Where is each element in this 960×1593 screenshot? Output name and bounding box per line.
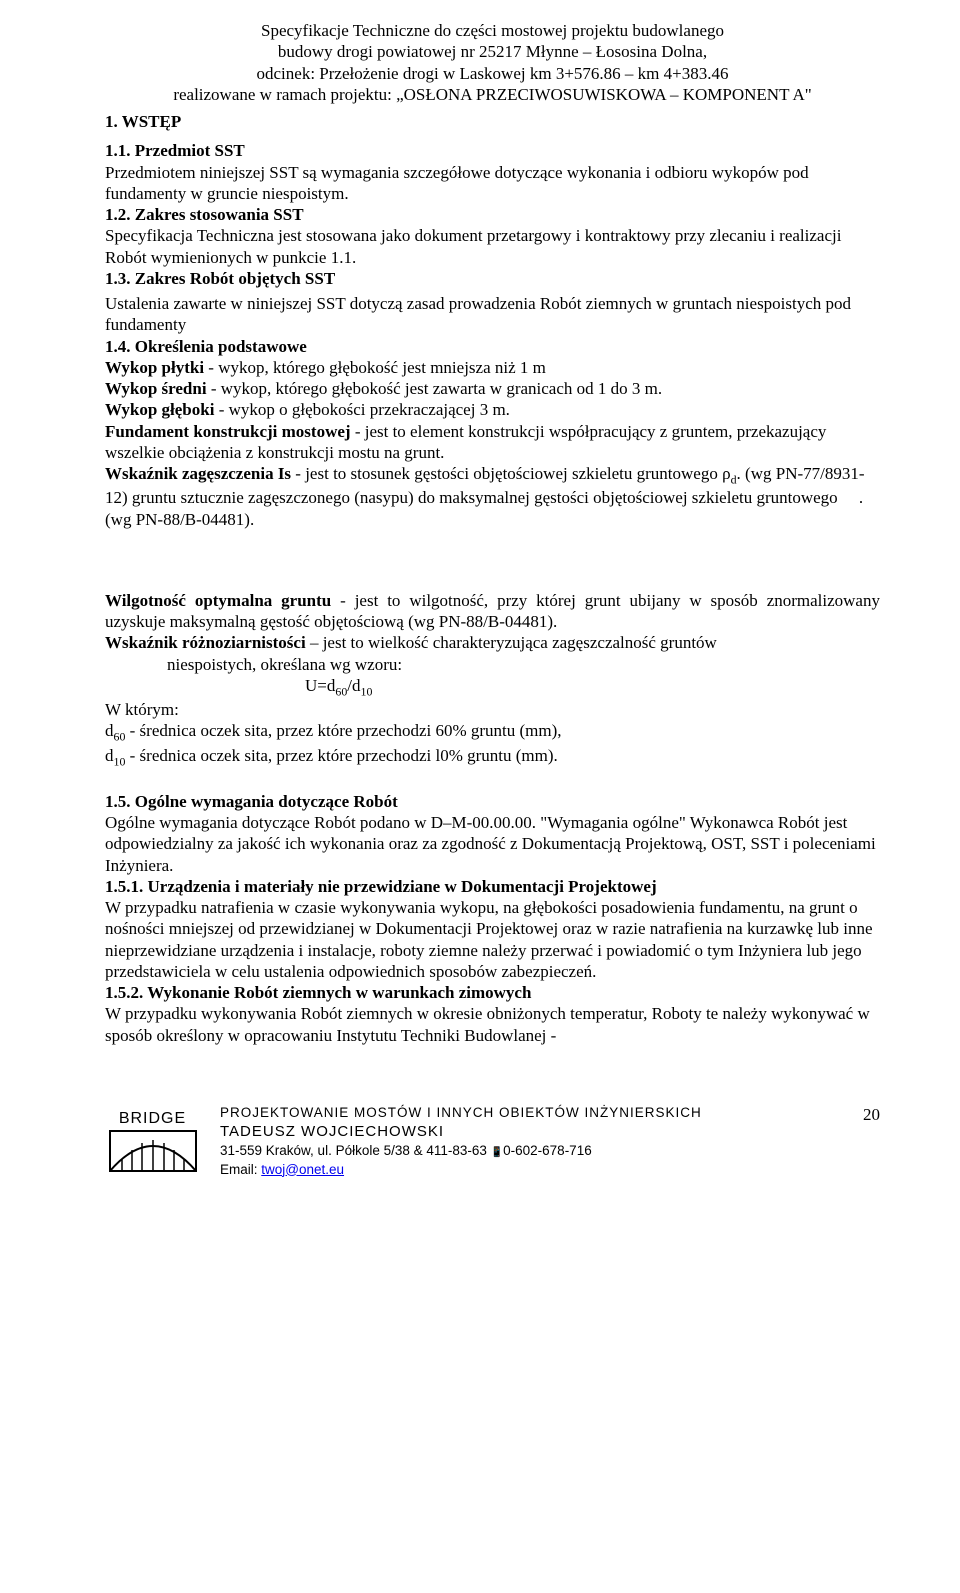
def-wskaznik-zageszczenia: Wskaźnik zagęszczenia Is - jest to stosu… <box>105 463 880 530</box>
def-term: Wskaźnik różnoziarnistości <box>105 633 306 652</box>
page-footer: BRIDGE PROJEKTOWANIE MOSTÓW I INNYCH OBI… <box>105 1104 880 1179</box>
header-line-3: odcinek: Przełożenie drogi w Laskowej km… <box>105 63 880 84</box>
section-1-title: 1. WSTĘP <box>105 111 880 132</box>
section-1-1-title: 1.1. Przedmiot SST <box>105 141 245 160</box>
section-1-5-1: 1.5.1. Urządzenia i materiały nie przewi… <box>105 876 880 897</box>
def-term: Wykop średni <box>105 379 207 398</box>
def-term: Wilgotność optymalna gruntu <box>105 591 331 610</box>
header-line-1: Specyfikacje Techniczne do części mostow… <box>105 20 880 41</box>
def-body: - wykop, którego głębokość jest mniejsza… <box>204 358 546 377</box>
page-number: 20 <box>863 1104 880 1125</box>
section-1-5-title: 1.5. Ogólne wymagania dotyczące Robót <box>105 792 398 811</box>
footer-text: PROJEKTOWANIE MOSTÓW I INNYCH OBIEKTÓW I… <box>220 1104 702 1179</box>
header-line-4: realizowane w ramach projektu: „OSŁONA P… <box>105 84 880 105</box>
document-header: Specyfikacje Techniczne do części mostow… <box>105 20 880 105</box>
def-body: – jest to wielkość charakteryzująca zagę… <box>306 633 717 652</box>
section-1-5-2-title: 1.5.2. Wykonanie Robót ziemnych w warunk… <box>105 983 531 1002</box>
d10-sub: 10 <box>114 754 126 768</box>
d60-a: d <box>105 721 114 740</box>
def-wykop-plytki: Wykop płytki - wykop, którego głębokość … <box>105 357 880 378</box>
footer-line-3b: 0-602-678-716 <box>503 1143 592 1158</box>
section-1-5-2: 1.5.2. Wykonanie Robót ziemnych w warunk… <box>105 982 880 1003</box>
section-1-4-title: 1.4. Określenia podstawowe <box>105 337 307 356</box>
def-body: - wykop, którego głębokość jest zawarta … <box>207 379 663 398</box>
def-roznoziarnistosc-indent: niespoistych, określana wg wzoru: <box>105 654 880 675</box>
logo-text: BRIDGE <box>105 1109 200 1129</box>
def-wykop-sredni: Wykop średni - wykop, którego głębokość … <box>105 378 880 399</box>
d10-b: - średnica oczek sita, przez które przec… <box>125 746 557 765</box>
def-wykop-gleboki: Wykop głęboki - wykop o głębokości przek… <box>105 399 880 420</box>
footer-line-3a: 31-559 Kraków, ul. Półkole 5/38 & 411-83… <box>220 1143 491 1158</box>
bridge-icon <box>108 1129 198 1173</box>
section-1-3-title: 1.3. Zakres Robót objętych SST <box>105 269 335 288</box>
def-fundament: Fundament konstrukcji mostowej - jest to… <box>105 421 880 464</box>
formula-sub2: 10 <box>361 684 373 698</box>
formula-mid: /d <box>347 676 360 695</box>
formula-pre: U=d <box>305 676 335 695</box>
section-1-4: 1.4. Określenia podstawowe <box>105 336 880 357</box>
d10-line: d10 - średnica oczek sita, przez które p… <box>105 745 880 769</box>
def-term: Wykop głęboki <box>105 400 214 419</box>
header-line-2: budowy drogi powiatowej nr 25217 Młynne … <box>105 41 880 62</box>
w-ktorym: W którym: <box>105 699 880 720</box>
section-1-1-body: Przedmiotem niniejszej SST są wymagania … <box>105 162 880 205</box>
footer-line-1: PROJEKTOWANIE MOSTÓW I INNYCH OBIEKTÓW I… <box>220 1104 702 1122</box>
def-body: - wykop o głębokości przekraczającej 3 m… <box>214 400 510 419</box>
formula-sub1: 60 <box>335 684 347 698</box>
section-1-3-body: Ustalenia zawarte w niniejszej SST dotyc… <box>105 293 880 336</box>
section-1-5-1-body: W przypadku natrafienia w czasie wykonyw… <box>105 897 880 982</box>
def-wilgotnosc: Wilgotność optymalna gruntu - jest to wi… <box>105 590 880 633</box>
section-1-5-body: Ogólne wymagania dotyczące Robót podano … <box>105 812 880 876</box>
section-1-2: 1.2. Zakres stosowania SST <box>105 204 880 225</box>
footer-line-3: 31-559 Kraków, ul. Półkole 5/38 & 411-83… <box>220 1142 702 1160</box>
def-term: Wykop płytki <box>105 358 204 377</box>
def-roznoziarnistosc: Wskaźnik różnoziarnistości – jest to wie… <box>105 632 880 653</box>
def-term: Wskaźnik zagęszczenia Is <box>105 464 291 483</box>
section-1-5-2-body: W przypadku wykonywania Robót ziemnych w… <box>105 1003 880 1046</box>
section-1-5: 1.5. Ogólne wymagania dotyczące Robót <box>105 791 880 812</box>
section-1-2-title: 1.2. Zakres stosowania SST <box>105 205 304 224</box>
d60-b: - średnica oczek sita, przez które przec… <box>125 721 561 740</box>
d60-line: d60 - średnica oczek sita, przez które p… <box>105 720 880 744</box>
bridge-logo: BRIDGE <box>105 1109 200 1179</box>
section-1-3: 1.3. Zakres Robót objętych SST <box>105 268 880 289</box>
d60-sub: 60 <box>114 730 126 744</box>
footer-email-label: Email: <box>220 1162 261 1177</box>
section-1-2-body: Specyfikacja Techniczna jest stosowana j… <box>105 225 880 268</box>
def-body-a: - jest to stosunek gęstości objętościowe… <box>291 464 731 483</box>
footer-email-link[interactable]: twoj@onet.eu <box>261 1162 344 1177</box>
def-term: Fundament konstrukcji mostowej <box>105 422 351 441</box>
section-1-1: 1.1. Przedmiot SST <box>105 140 880 161</box>
section-1-5-1-title: 1.5.1. Urządzenia i materiały nie przewi… <box>105 877 657 896</box>
footer-line-2: TADEUSZ WOJCIECHOWSKI <box>220 1122 702 1142</box>
d10-a: d <box>105 746 114 765</box>
formula: U=d60/d10 <box>105 675 880 699</box>
footer-line-4: Email: twoj@onet.eu <box>220 1161 702 1179</box>
